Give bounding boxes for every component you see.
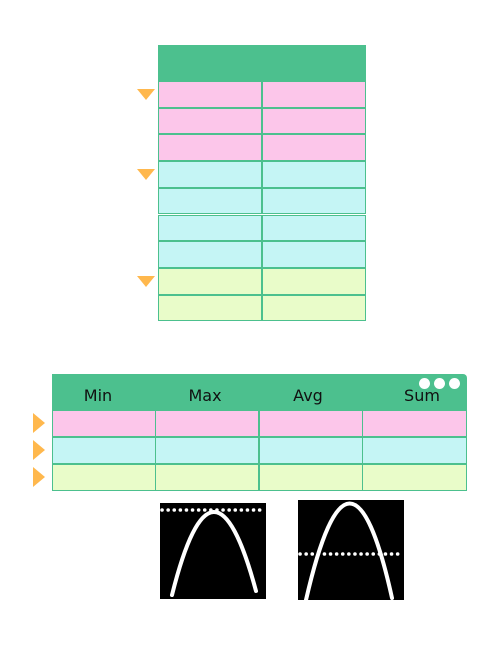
table-cell xyxy=(158,107,262,135)
table-cell xyxy=(262,267,366,295)
thumbnail-background xyxy=(296,500,404,600)
group-collapse-triangle-icon[interactable] xyxy=(137,89,155,100)
table-cell xyxy=(262,81,366,108)
table-cell xyxy=(259,464,363,491)
table-cell xyxy=(158,161,262,188)
table-cell xyxy=(262,187,366,215)
table-cell xyxy=(158,214,262,242)
table-cell xyxy=(262,161,366,188)
parabola-curve xyxy=(304,501,394,600)
row-expand-triangle-icon[interactable] xyxy=(33,440,45,460)
table-cell xyxy=(158,187,262,215)
table-cell xyxy=(158,81,262,108)
column-header-avg: Avg xyxy=(293,386,323,405)
table-cell xyxy=(158,241,262,268)
table-cell xyxy=(262,134,366,162)
table-cell xyxy=(158,134,262,162)
table-cell xyxy=(155,437,259,464)
table-cell xyxy=(259,437,363,464)
thumbnail-parabola-max xyxy=(160,503,266,599)
table-cell xyxy=(158,294,262,322)
column-header-sum: Sum xyxy=(404,386,440,405)
table-cell xyxy=(262,107,366,135)
table-cell xyxy=(262,294,366,322)
table-cell xyxy=(155,410,259,437)
thumbnail-background xyxy=(160,503,266,599)
table-cell xyxy=(52,410,156,437)
row-expand-triangle-icon[interactable] xyxy=(33,413,45,433)
table-cell xyxy=(259,410,363,437)
table-cell xyxy=(262,241,366,268)
more-dot xyxy=(434,378,445,389)
table-cell xyxy=(158,267,262,295)
table-cell xyxy=(52,437,156,464)
table-cell xyxy=(362,464,467,491)
group-collapse-triangle-icon[interactable] xyxy=(137,275,155,287)
thumbnail-left-edge xyxy=(296,500,298,600)
group-collapse-triangle-icon[interactable] xyxy=(137,169,155,181)
table-cell xyxy=(52,464,156,491)
more-dot xyxy=(449,378,460,389)
vertical-table-header xyxy=(158,45,366,81)
row-expand-triangle-icon[interactable] xyxy=(33,467,45,487)
column-header-min: Min xyxy=(83,386,113,405)
more-dot xyxy=(419,378,430,389)
parabola-curve xyxy=(170,510,258,597)
horizontal-table-header xyxy=(52,374,467,410)
table-cell xyxy=(362,410,467,437)
table-cell xyxy=(362,437,467,464)
table-cell xyxy=(262,214,366,242)
thumbnail-parabola-avg xyxy=(296,500,404,600)
column-header-max: Max xyxy=(188,386,222,405)
table-cell xyxy=(155,464,259,491)
